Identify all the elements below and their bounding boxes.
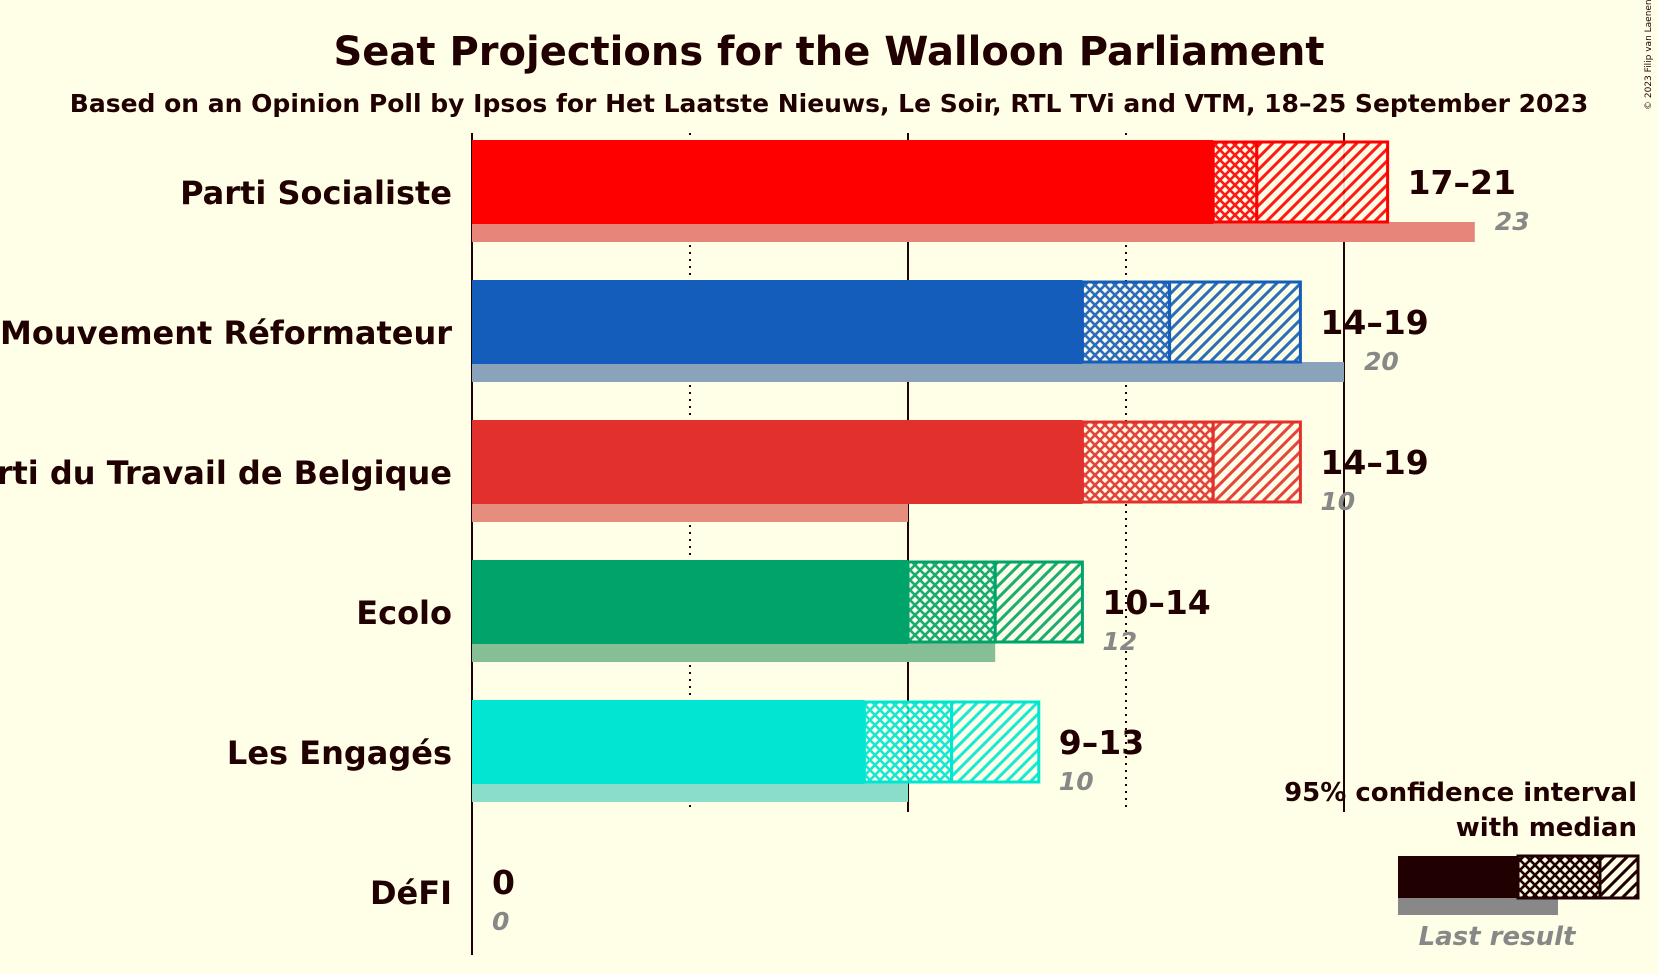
confidence-low-to-median	[1080, 420, 1215, 504]
chart-subtitle: Based on an Opinion Poll by Ipsos for He…	[70, 89, 1588, 118]
last-result-bar	[472, 222, 1475, 242]
projection-solid-bar	[472, 700, 865, 784]
projection-solid-bar	[472, 280, 1083, 364]
party-row: Parti Socialiste 17–21 23	[180, 140, 1530, 242]
party-row: Parti du Travail de Belgique 14–19 10	[0, 420, 1429, 522]
legend-crosshatch-bar	[1516, 854, 1602, 900]
confidence-low-to-median	[906, 560, 997, 644]
party-label: Mouvement Réformateur	[0, 314, 452, 352]
last-result-bar	[472, 642, 996, 662]
chart-title: Seat Projections for the Walloon Parliam…	[333, 29, 1324, 75]
last-result-label: 10	[1059, 767, 1094, 796]
projection-solid-bar	[472, 420, 1083, 504]
last-result-label: 12	[1102, 627, 1137, 656]
legend-line-1: 95% confidence interval	[1284, 778, 1637, 808]
last-result-label: 20	[1364, 347, 1399, 376]
legend-last-result-label: Last result	[1419, 922, 1577, 952]
last-result-bar	[472, 362, 1344, 382]
confidence-median-to-high	[1211, 420, 1302, 504]
confidence-median-to-high	[950, 700, 1041, 784]
legend: 95% confidence interval with median Last…	[1284, 778, 1640, 952]
confidence-median-to-high	[993, 560, 1084, 644]
party-label: Les Engagés	[227, 734, 452, 772]
projection-range-label: 10–14	[1102, 583, 1210, 622]
party-label: DéFI	[370, 874, 452, 912]
last-result-label: 0	[492, 907, 509, 936]
projection-solid-bar	[472, 140, 1214, 224]
legend-solid-bar	[1398, 856, 1518, 898]
party-row: Les Engagés 9–13 10	[227, 700, 1144, 802]
projection-range-label: 0	[492, 863, 515, 902]
confidence-low-to-median	[1211, 140, 1259, 224]
projection-range-label: 14–19	[1320, 303, 1428, 342]
legend-hatch-bar	[1598, 854, 1640, 900]
projection-range-label: 14–19	[1320, 443, 1428, 482]
last-result-label: 10	[1320, 487, 1355, 516]
confidence-low-to-median	[1080, 280, 1172, 364]
projection-range-label: 9–13	[1059, 723, 1144, 762]
legend-last-result-bar	[1398, 895, 1558, 915]
party-row: Ecolo 10–14 12	[356, 560, 1211, 662]
confidence-low-to-median	[862, 700, 954, 784]
copyright-note: © 2023 Filip van Laenen	[1644, 0, 1654, 110]
party-label: Parti Socialiste	[180, 174, 452, 212]
party-row: Mouvement Réformateur 14–19 20	[0, 280, 1429, 382]
confidence-median-to-high	[1255, 140, 1390, 224]
bars: Parti Socialiste 17–21 23 Mouvement Réforma…	[0, 140, 1530, 936]
last-result-label: 23	[1495, 207, 1530, 236]
last-result-bar	[472, 782, 908, 802]
confidence-median-to-high	[1168, 280, 1302, 364]
party-label: Ecolo	[356, 594, 452, 632]
legend-line-2: with median	[1456, 813, 1637, 843]
party-label: Parti du Travail de Belgique	[0, 454, 452, 492]
last-result-bar	[472, 502, 908, 522]
projection-solid-bar	[472, 560, 908, 644]
party-row: DéFI 0 0	[370, 863, 515, 936]
projection-range-label: 17–21	[1408, 163, 1516, 202]
